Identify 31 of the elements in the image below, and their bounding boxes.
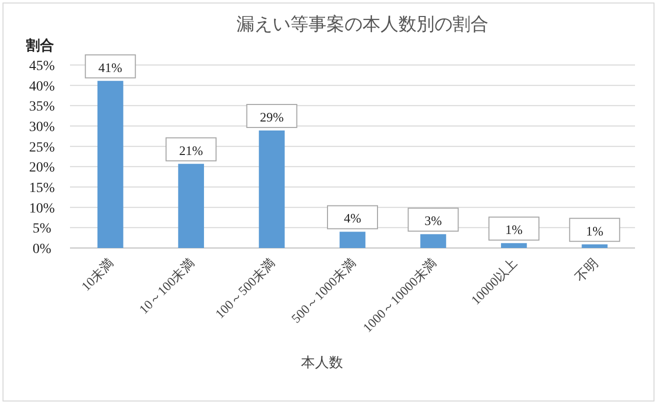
data-label: 21% bbox=[179, 142, 204, 158]
y-tick-label: 35% bbox=[29, 100, 56, 115]
y-tick-label: 30% bbox=[29, 120, 56, 135]
y-tick-label: 15% bbox=[29, 181, 56, 196]
x-tick-label: 10未満 bbox=[78, 256, 116, 294]
bar bbox=[178, 164, 204, 248]
bar bbox=[340, 232, 366, 248]
bar bbox=[420, 234, 446, 248]
x-tick-label: 不明 bbox=[572, 256, 601, 285]
data-label: 4% bbox=[344, 210, 362, 226]
bar bbox=[258, 130, 285, 248]
y-tick-label: 45% bbox=[29, 59, 56, 74]
bar bbox=[97, 80, 124, 248]
x-tick-label: 100～500未満 bbox=[212, 256, 278, 322]
y-tick-label: 10% bbox=[29, 201, 56, 216]
data-label: 41% bbox=[98, 60, 122, 75]
y-tick-label: 0% bbox=[32, 242, 52, 257]
x-axis-title: 本人数 bbox=[301, 355, 343, 371]
y-tick-label: 25% bbox=[29, 140, 56, 156]
data-label: 3% bbox=[424, 213, 442, 228]
y-tick-label: 40% bbox=[29, 79, 56, 94]
data-label: 1% bbox=[586, 223, 604, 238]
bar bbox=[501, 243, 527, 248]
y-tick-label: 5% bbox=[32, 222, 52, 237]
y-axis-title: 割合 bbox=[25, 37, 54, 54]
data-label: 1% bbox=[505, 222, 523, 238]
chart-title: 漏えい等事案の本人数別の割合 bbox=[236, 14, 488, 34]
x-tick-label: 10～100未満 bbox=[136, 256, 198, 317]
bar bbox=[582, 244, 608, 248]
y-tick-label: 20% bbox=[29, 160, 56, 176]
data-label: 29% bbox=[260, 109, 284, 124]
